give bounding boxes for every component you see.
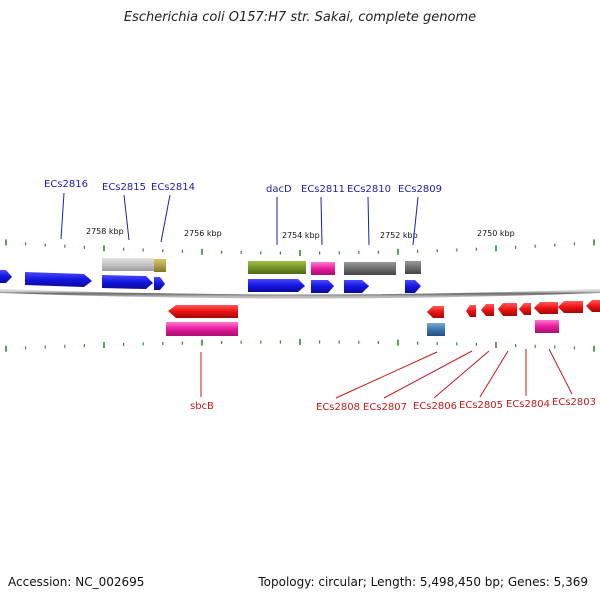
feature-ecs2811-rna [311,262,335,275]
leader-ecs2811 [320,196,323,246]
label-ecs2808: ECs2808 [316,402,360,413]
leader-ecs2816 [60,192,65,240]
label-ecs2806: ECs2806 [413,401,457,412]
label-ecs2810: ECs2810 [347,184,391,195]
scale-ticks-bottom [5,339,595,352]
accession-text: Accession: NC_002695 [8,575,145,589]
label-ecs2811: ECs2811 [301,184,345,195]
gene-arrow-ecs2814 [154,277,165,290]
gene-arrow-ecs2817 [0,270,12,283]
label-ecs2805: ECs2805 [459,400,503,411]
gene-arrow-ecs2806 [481,304,494,316]
label-ecs2815: ECs2815 [102,182,146,193]
label-ecs2809: ECs2809 [398,184,442,195]
gene-arrow-ecs2811 [311,280,334,293]
scale-label-2758: 2758 kbp [86,227,124,236]
gene-arrow-ecs2808 [427,306,444,318]
leader-ecs2814 [160,194,171,243]
map-title: Escherichia coli O157:H7 str. Sakai, com… [123,10,477,25]
scale-label-2756: 2756 kbp [184,229,222,238]
label-ecs2807: ECs2807 [363,402,407,413]
leader-ecs2808 [335,351,438,399]
feature-sbcb-rna [166,322,238,336]
label-ecs2803: ECs2803 [552,397,596,408]
gene-arrow-ecs2816 [25,272,92,287]
feature-ecs2809-rna [405,261,421,274]
genome-info-text: Topology: circular; Length: 5,498,450 bp… [258,575,588,589]
feature-dacd-rna [248,261,306,274]
gene-arrow-ecs2802 [586,300,600,312]
feature-ecs2815-rna [102,258,154,271]
gene-arrow-ecs2804 [519,303,531,315]
scale-label-2752: 2752 kbp [380,231,418,240]
gene-arrow-ecs2805 [498,303,517,316]
leader-ecs2806 [433,350,490,399]
gene-arrow-ecs2815 [102,275,153,289]
feature-ecs2808-rna [427,323,445,336]
scale-ticks-top [5,239,595,256]
label-sbcb: sbcB [190,401,214,412]
genome-backbone [0,289,600,299]
feature-ecs2804-rna [535,320,559,333]
gene-arrow-sbcb [168,305,238,318]
gene-arrow-ecs2803 [558,301,583,313]
label-ecs2814: ECs2814 [151,182,195,193]
label-dacd: dacD [266,184,292,195]
scale-label-2750: 2750 kbp [477,229,515,238]
gene-arrow-ecs2804b [534,302,558,314]
scale-label-2754: 2754 kbp [282,231,320,240]
leader-ecs2809 [412,196,419,246]
feature-ecs2810-rna [344,262,396,275]
gene-arrow-ecs2810-full [345,280,369,293]
leader-ecs2805 [479,350,509,398]
leader-ecs2810 [367,196,370,246]
leader-ecs2803 [548,348,573,395]
label-ecs2804: ECs2804 [506,399,550,410]
gene-arrow-ecs2809 [405,280,421,293]
feature-ecs2814-rna [154,259,166,272]
gene-arrow-ecs2807 [466,305,476,317]
label-ecs2816: ECs2816 [44,179,88,190]
leader-ecs2815 [123,194,130,241]
leader-ecs2807 [383,350,473,399]
gene-arrow-dacd [248,279,305,292]
